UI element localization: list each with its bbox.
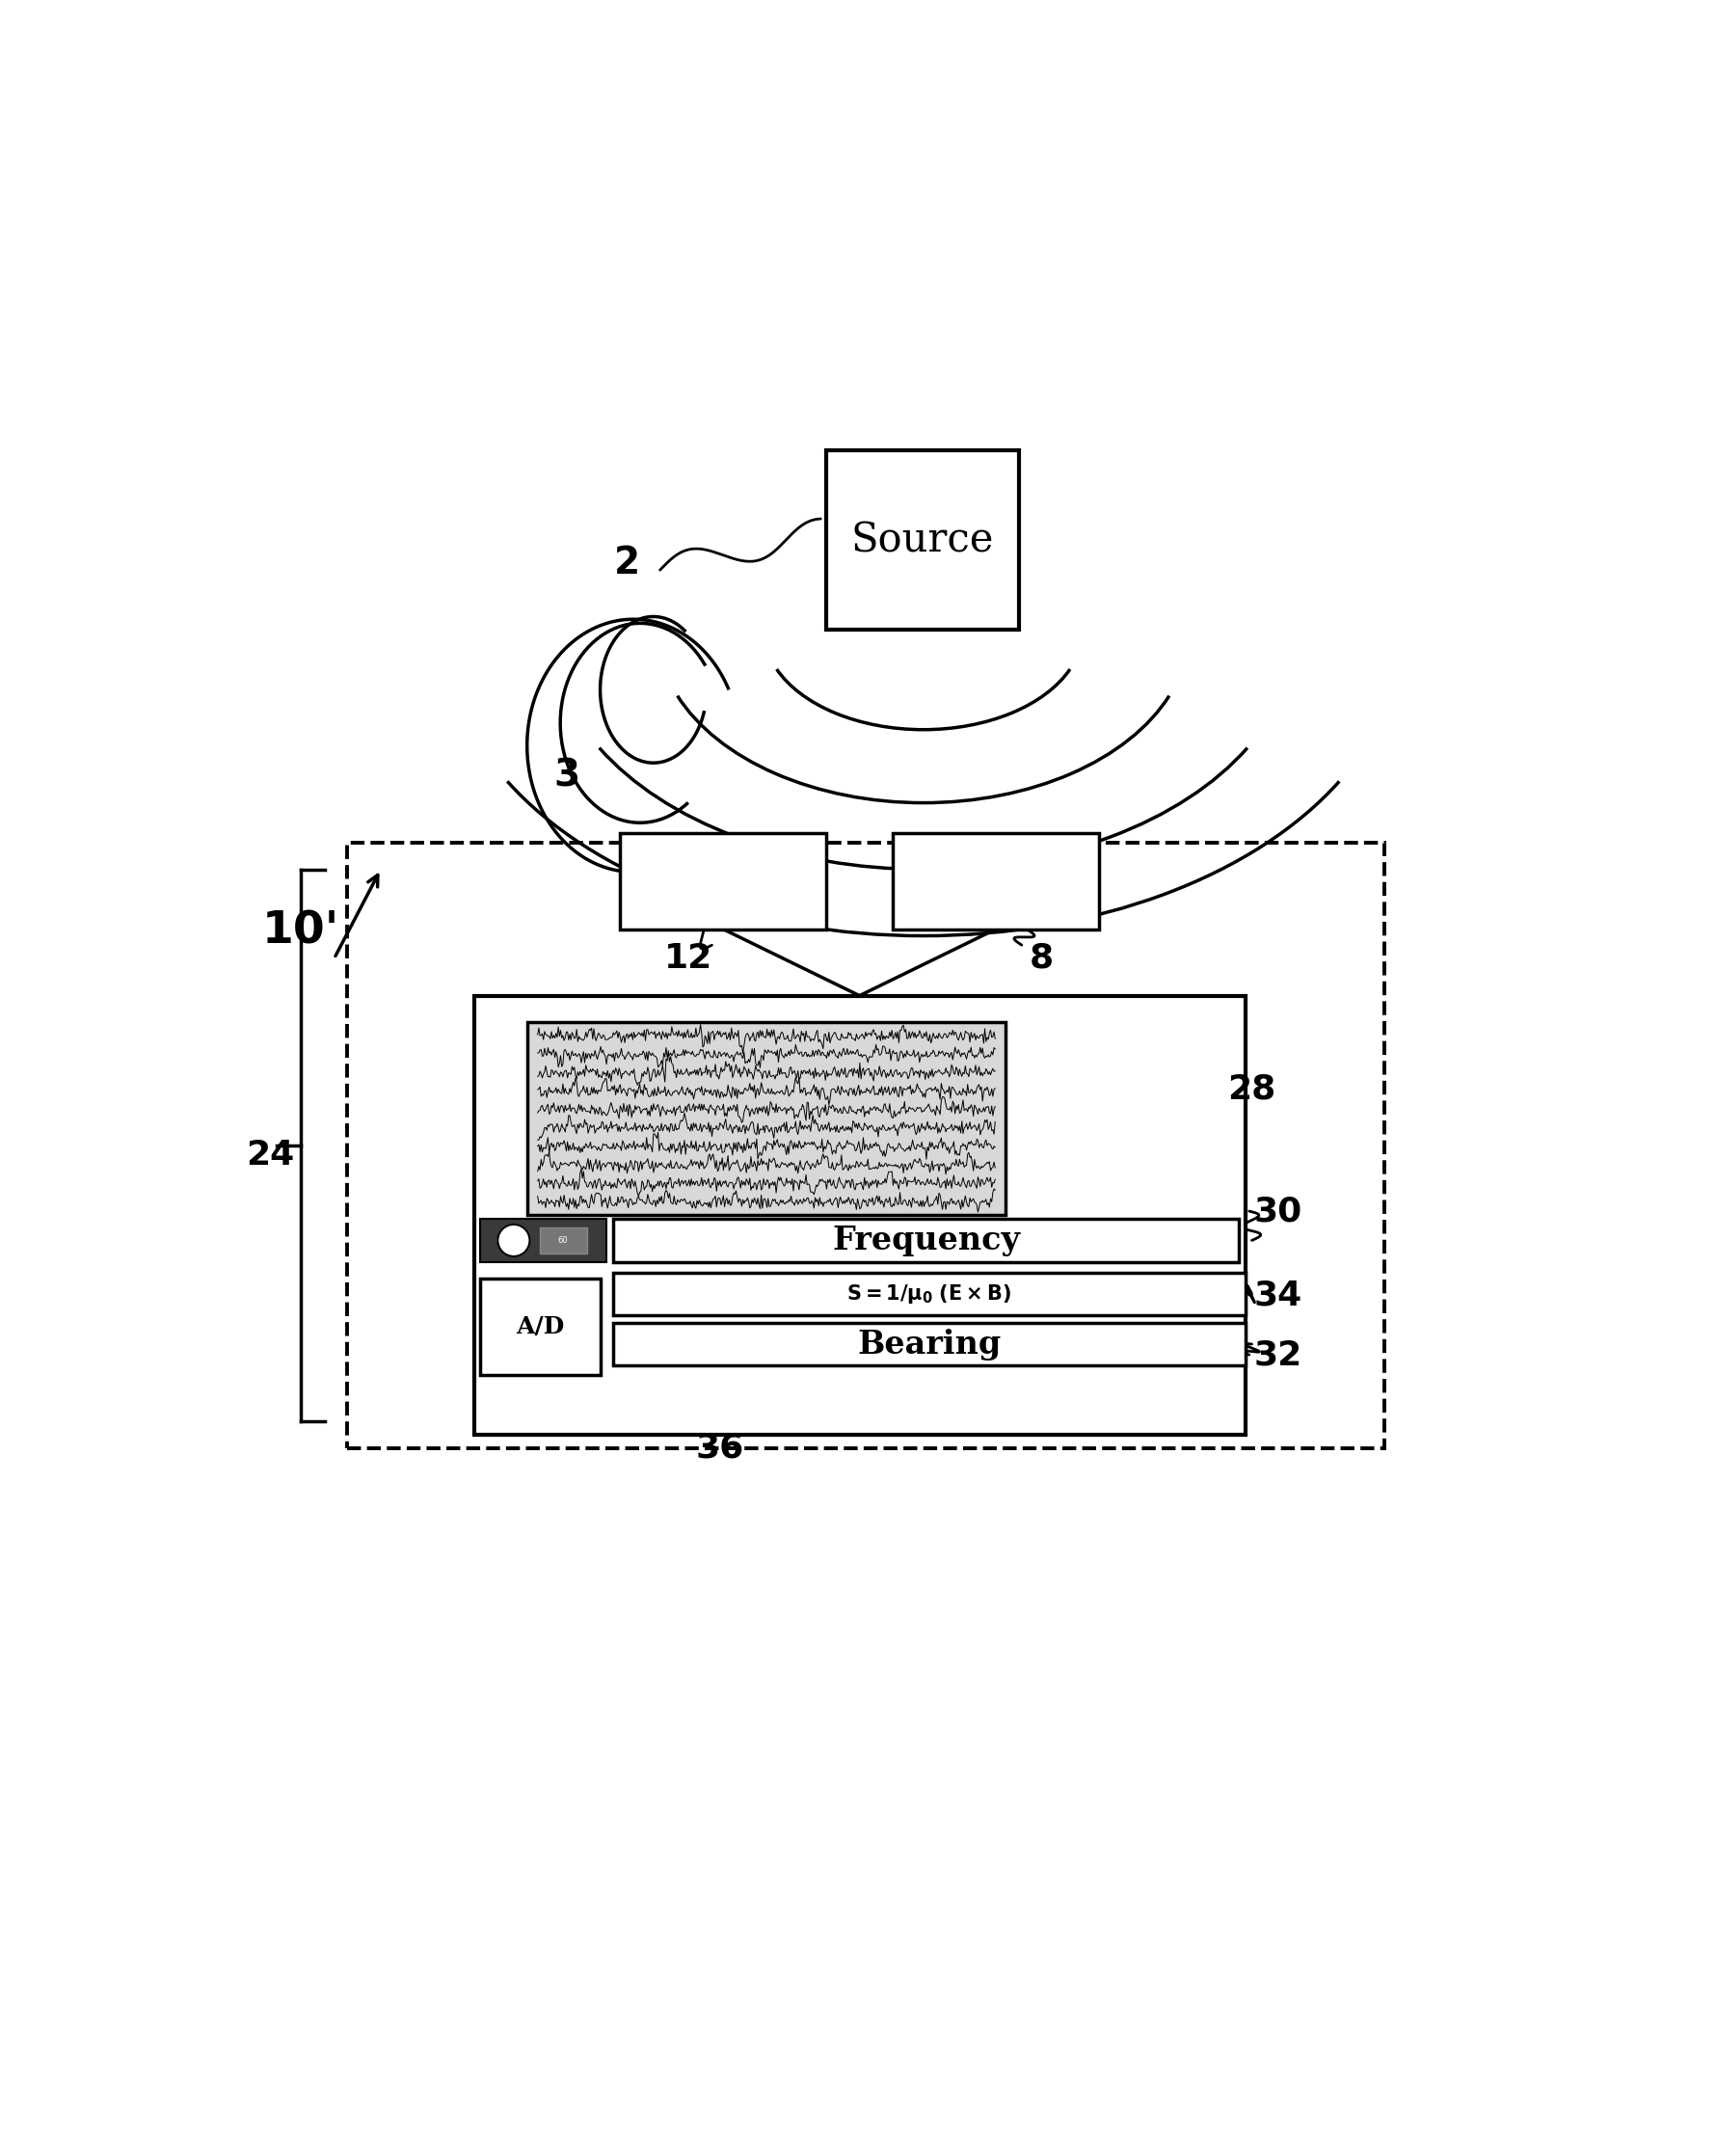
- Text: Frequency: Frequency: [832, 1225, 1019, 1257]
- Text: 10': 10': [263, 910, 340, 953]
- Text: 12: 12: [664, 942, 712, 975]
- Bar: [892, 834, 1098, 929]
- Bar: [480, 1218, 607, 1261]
- Text: 3: 3: [554, 759, 580, 796]
- Bar: [474, 996, 1246, 1434]
- Text: 30: 30: [1254, 1194, 1302, 1227]
- Circle shape: [498, 1225, 530, 1257]
- Text: 34: 34: [1254, 1279, 1302, 1311]
- Text: 28: 28: [1227, 1072, 1277, 1106]
- Bar: [619, 834, 827, 929]
- Text: 2: 2: [614, 545, 640, 582]
- Bar: [348, 843, 1385, 1449]
- Bar: [541, 1227, 587, 1255]
- Text: Source: Source: [851, 520, 994, 561]
- Bar: [827, 451, 1019, 630]
- Text: 36: 36: [695, 1432, 745, 1464]
- Bar: [614, 1218, 1239, 1261]
- Text: $\mathbf{S = 1/\mu_0\ (E \times B)}$: $\mathbf{S = 1/\mu_0\ (E \times B)}$: [848, 1283, 1012, 1304]
- Text: Bearing: Bearing: [858, 1328, 1000, 1360]
- Text: 32: 32: [1254, 1339, 1302, 1371]
- Text: 8: 8: [1030, 942, 1054, 975]
- Text: A/D: A/D: [517, 1315, 565, 1339]
- Bar: [614, 1324, 1246, 1365]
- Text: 60: 60: [558, 1235, 568, 1244]
- Bar: [614, 1272, 1246, 1315]
- Text: 24: 24: [245, 1138, 295, 1171]
- Bar: [480, 1279, 601, 1376]
- Bar: [527, 1022, 1006, 1216]
